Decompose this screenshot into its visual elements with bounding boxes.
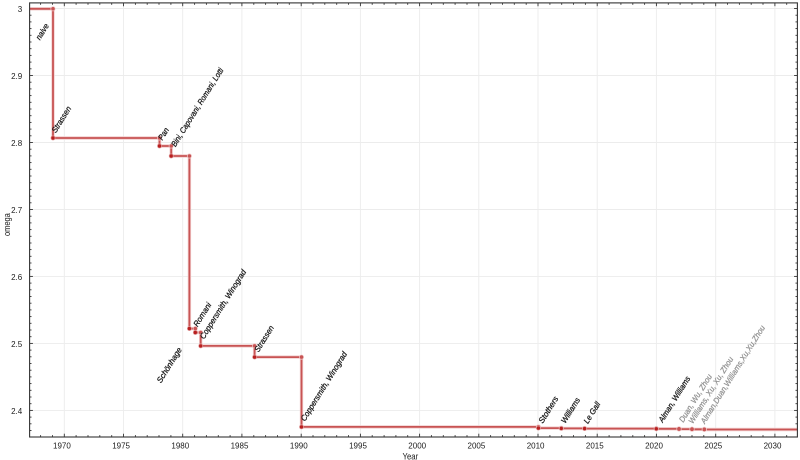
svg-text:2.8: 2.8 [11,139,23,148]
svg-text:1980: 1980 [171,441,189,450]
svg-text:3: 3 [18,5,23,14]
svg-text:Year: Year [403,451,419,460]
svg-text:2015: 2015 [586,441,604,450]
svg-text:2025: 2025 [704,441,722,450]
svg-text:2.6: 2.6 [11,273,23,282]
svg-text:1975: 1975 [112,441,130,450]
svg-text:2005: 2005 [468,441,486,450]
svg-text:2010: 2010 [527,441,545,450]
svg-text:omega: omega [2,212,12,236]
svg-text:2000: 2000 [408,441,426,450]
svg-text:2030: 2030 [764,441,782,450]
svg-text:2.9: 2.9 [11,72,23,81]
svg-text:2020: 2020 [645,441,663,450]
svg-text:1990: 1990 [290,441,308,450]
svg-text:2.7: 2.7 [11,206,23,215]
svg-text:1995: 1995 [349,441,367,450]
svg-text:1970: 1970 [53,441,71,450]
svg-text:1985: 1985 [231,441,249,450]
svg-text:2.4: 2.4 [11,407,23,416]
svg-text:2.5: 2.5 [11,340,23,349]
